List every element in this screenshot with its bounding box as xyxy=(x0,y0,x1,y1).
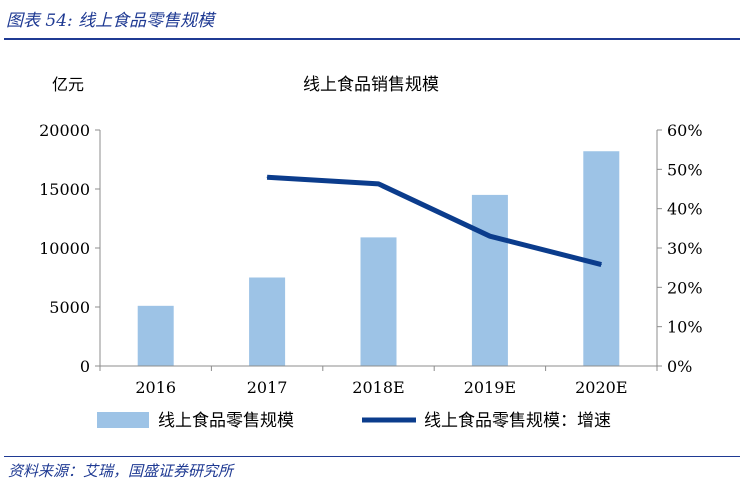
legend-swatch-bar xyxy=(97,412,149,428)
y-tick-label-20000: 20000 xyxy=(39,121,90,140)
y-tick-label-0: 0 xyxy=(80,357,90,376)
bar-2017 xyxy=(249,277,286,366)
growth-point-2017 xyxy=(266,176,268,178)
bar-2019E xyxy=(471,194,508,366)
x-tick-label-2020E: 2020E xyxy=(575,378,627,397)
growth-point-2020E xyxy=(600,264,602,266)
plot-area: 0 5000 10000 15000 20000 0% 10% 20% 30% 40% 50% 60%… xyxy=(39,121,702,397)
legend: 线上食品零售规模 线上食品零售规模：增速 xyxy=(97,411,611,431)
x-tick-label-2019E: 2019E xyxy=(464,378,516,397)
y2-tick-label-5: 50% xyxy=(667,160,703,179)
x-tick-label-2018E: 2018E xyxy=(352,378,404,397)
bottom-rule xyxy=(4,456,740,457)
y2-tick-label-4: 40% xyxy=(667,200,703,219)
bar-2020E xyxy=(583,151,620,366)
bar-2018E xyxy=(360,237,397,366)
chart-title: 线上食品销售规模 xyxy=(303,75,439,95)
x-tick-label-2017: 2017 xyxy=(247,378,288,397)
figure-source: 资料来源：艾瑞，国盛证券研究所 xyxy=(8,462,234,480)
y-tick-label-15000: 15000 xyxy=(39,180,90,199)
legend-label-line: 线上食品零售规模：增速 xyxy=(424,411,611,431)
y2-tick-label-2: 20% xyxy=(667,278,703,297)
y-axis-unit-label: 亿元 xyxy=(52,75,84,94)
x-tick-label-2016: 2016 xyxy=(135,378,176,397)
chart: 线上食品销售规模 亿元 0 5000 10000 15000 20000 0% 10% 20%… xyxy=(39,75,702,431)
legend-label-bar: 线上食品零售规模 xyxy=(158,411,294,431)
y2-tick-label-0: 0% xyxy=(667,357,692,376)
figure-header: 图表 54: 线上食品零售规模 xyxy=(0,0,743,36)
bar-2016 xyxy=(137,305,174,366)
y-tick-label-5000: 5000 xyxy=(49,298,90,317)
top-rule xyxy=(4,38,740,40)
growth-point-2018E xyxy=(378,183,379,185)
y2-tick-label-6: 60% xyxy=(667,121,703,140)
figure-caption: 图表 54: 线上食品零售规模 xyxy=(6,11,215,31)
growth-line xyxy=(266,174,602,267)
y2-tick-label-3: 30% xyxy=(667,239,703,258)
y-tick-label-10000: 10000 xyxy=(39,239,90,258)
y2-tick-label-1: 10% xyxy=(667,318,703,337)
growth-point-2019E xyxy=(489,235,491,237)
